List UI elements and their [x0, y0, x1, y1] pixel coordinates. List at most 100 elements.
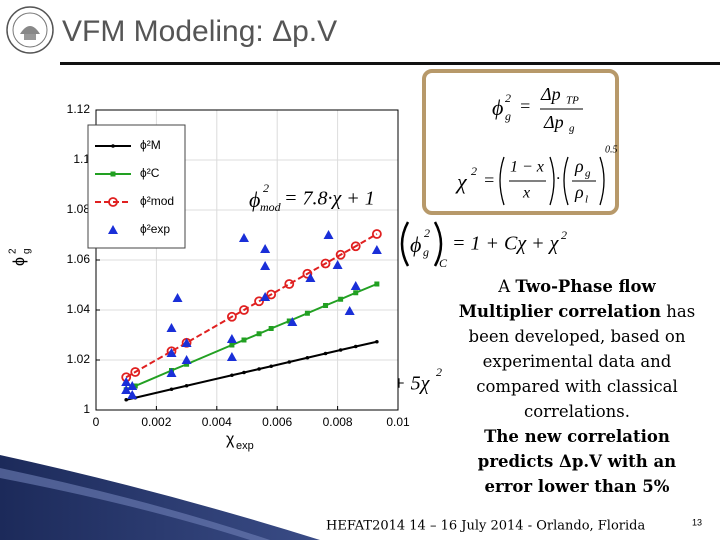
marker	[323, 303, 329, 308]
formula-text: Δp	[543, 112, 564, 132]
text-bold: The new correlation predicts Δp.V with a…	[477, 427, 677, 496]
marker	[260, 244, 271, 253]
marker	[169, 387, 174, 392]
marker	[241, 337, 247, 343]
marker	[338, 348, 343, 352]
marker	[323, 230, 334, 239]
legend-label: ϕ²M	[140, 138, 161, 152]
marker	[226, 352, 237, 361]
decor-stripe	[0, 468, 270, 540]
formula-text: 2	[471, 164, 477, 178]
legend-label: ϕ²mod	[140, 194, 174, 208]
marker	[257, 367, 261, 371]
x-tick-label: 0.01	[386, 415, 410, 429]
marker	[344, 306, 355, 315]
y-axis-label-sub: g	[22, 248, 33, 254]
marker	[371, 245, 382, 254]
marker	[268, 326, 274, 331]
slide-title: VFM Modeling: Δp.V	[62, 15, 337, 48]
marker	[172, 293, 183, 302]
decor-swoosh	[0, 455, 320, 540]
annotation: = 7.8·χ + 1	[284, 188, 375, 210]
y-tick-label: 1.06	[67, 252, 91, 266]
marker	[287, 317, 298, 326]
marker	[124, 397, 128, 402]
page-number: 13	[692, 517, 702, 527]
formula-text: χ	[455, 169, 468, 194]
marker	[320, 258, 331, 269]
marker	[266, 289, 277, 300]
marker	[350, 241, 361, 252]
marker	[181, 355, 192, 364]
plot-frame	[95, 109, 399, 411]
formula-text: 2	[436, 365, 442, 379]
marker	[127, 381, 138, 390]
marker	[229, 342, 235, 348]
series-line	[125, 283, 378, 391]
series-line	[125, 233, 378, 379]
formula-text: TP	[566, 95, 579, 107]
legend-label: ϕ²exp	[140, 222, 170, 236]
y-axis-label: ϕ	[11, 257, 28, 266]
title-rule	[60, 62, 720, 65]
marker	[286, 318, 292, 324]
formula-text: 0.5	[605, 144, 618, 155]
footer-text: HEFAT2014 14 – 16 July 2014 - Orlando, F…	[326, 519, 645, 534]
formula-text: ρ	[574, 156, 584, 176]
marker	[375, 339, 379, 344]
text-run: has been developed, based on experimenta…	[468, 302, 696, 421]
annotation: mod	[260, 200, 282, 214]
x-tick-label: 0.002	[141, 415, 171, 429]
marker	[284, 279, 295, 289]
y-tick-label: 1.12	[67, 102, 91, 116]
marker	[127, 390, 138, 399]
formula-text: = 1 + Cχ + χ	[452, 233, 560, 255]
marker	[323, 351, 328, 356]
x-axis-label-sub: exp	[236, 440, 254, 452]
formula-text: g	[569, 123, 575, 135]
formula-text: ρ	[574, 182, 584, 202]
x-tick-label: 0.006	[262, 415, 292, 429]
marker	[350, 281, 361, 290]
paren	[549, 156, 555, 206]
x-tick-label: 0.004	[202, 415, 232, 429]
y-tick-label: 1.1	[73, 152, 90, 166]
legend-marker	[108, 197, 118, 207]
formula-text: 1 − x	[510, 159, 544, 176]
formula-text: =	[483, 170, 495, 190]
annotation: ϕ	[249, 187, 260, 212]
marker	[335, 249, 346, 260]
marker	[166, 368, 177, 377]
legend-box	[87, 124, 186, 249]
marker	[260, 292, 271, 301]
marker	[130, 367, 141, 377]
logo	[6, 6, 54, 54]
paren	[433, 221, 443, 267]
paren	[563, 156, 569, 206]
marker	[166, 348, 177, 357]
marker	[239, 305, 249, 315]
y-tick-label: 1.04	[67, 302, 91, 316]
text-bold: Two-Phase flow Multiplier correlation	[458, 277, 662, 321]
marker	[181, 338, 192, 347]
chart: 1 1.02 1.04 1.06 1.08 1.1 1.12 0 0.002 0.004 0.006…	[8, 102, 410, 452]
formula-text: 2	[505, 91, 511, 105]
text-run: A	[498, 277, 516, 296]
marker	[121, 377, 132, 386]
legend-label: ϕ²C	[140, 166, 160, 180]
y-axis-label-sup: 2	[8, 248, 19, 254]
paren	[400, 221, 410, 267]
marker	[304, 310, 310, 316]
marker	[338, 296, 344, 302]
y-tick-label: 1	[83, 402, 90, 416]
y-tick-label: 1.08	[67, 202, 91, 216]
paren	[599, 156, 605, 206]
marker	[287, 360, 292, 364]
marker	[371, 229, 382, 239]
formula-box	[422, 69, 619, 215]
x-tick-label: 0.008	[323, 415, 353, 429]
marker	[226, 334, 237, 343]
annotation: 2	[263, 181, 269, 195]
formula-text: g	[423, 245, 429, 259]
